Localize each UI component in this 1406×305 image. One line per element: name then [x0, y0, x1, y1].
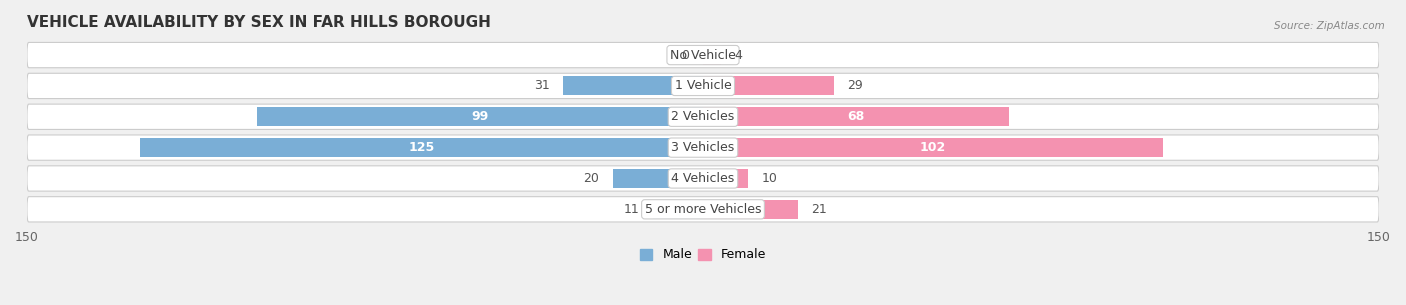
Bar — [703, 169, 748, 188]
Text: 99: 99 — [471, 110, 488, 123]
FancyBboxPatch shape — [27, 135, 1379, 160]
Text: 20: 20 — [583, 172, 599, 185]
Bar — [139, 138, 703, 157]
Bar — [654, 200, 703, 219]
Text: 5 or more Vehicles: 5 or more Vehicles — [645, 203, 761, 216]
Text: 3 Vehicles: 3 Vehicles — [672, 141, 734, 154]
Text: VEHICLE AVAILABILITY BY SEX IN FAR HILLS BOROUGH: VEHICLE AVAILABILITY BY SEX IN FAR HILLS… — [27, 15, 491, 30]
Bar — [703, 76, 834, 95]
FancyBboxPatch shape — [27, 197, 1379, 222]
Text: 29: 29 — [848, 79, 863, 92]
Bar — [613, 169, 703, 188]
Text: 31: 31 — [534, 79, 550, 92]
FancyBboxPatch shape — [27, 73, 1379, 99]
Text: 125: 125 — [408, 141, 434, 154]
Text: 4 Vehicles: 4 Vehicles — [672, 172, 734, 185]
Bar — [564, 76, 703, 95]
FancyBboxPatch shape — [27, 166, 1379, 191]
Text: 10: 10 — [762, 172, 778, 185]
FancyBboxPatch shape — [27, 104, 1379, 129]
Bar — [703, 200, 797, 219]
Text: 68: 68 — [848, 110, 865, 123]
Bar — [257, 107, 703, 126]
FancyBboxPatch shape — [27, 42, 1379, 68]
Text: 102: 102 — [920, 141, 946, 154]
Bar — [703, 107, 1010, 126]
Text: 21: 21 — [811, 203, 827, 216]
Text: 2 Vehicles: 2 Vehicles — [672, 110, 734, 123]
Text: Source: ZipAtlas.com: Source: ZipAtlas.com — [1274, 21, 1385, 31]
Text: 1 Vehicle: 1 Vehicle — [675, 79, 731, 92]
Bar — [703, 45, 721, 65]
Text: No Vehicle: No Vehicle — [671, 48, 735, 62]
Text: 0: 0 — [682, 48, 689, 62]
Text: 4: 4 — [734, 48, 742, 62]
Legend: Male, Female: Male, Female — [640, 249, 766, 261]
Text: 11: 11 — [624, 203, 640, 216]
Bar — [703, 138, 1163, 157]
